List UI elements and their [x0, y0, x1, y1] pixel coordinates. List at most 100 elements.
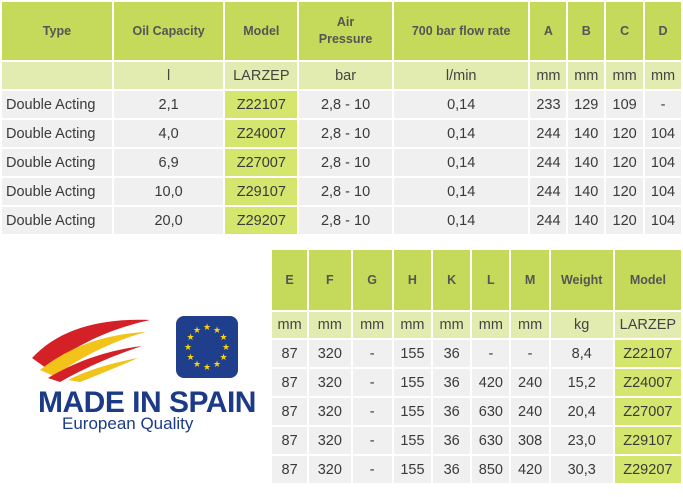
svg-text:★: ★ [186, 353, 194, 363]
model-cell: Z29207 [614, 456, 681, 483]
a-cell: 244 [530, 207, 567, 234]
col-header-oil-capacity: Oil Capacity [113, 2, 224, 60]
b-cell: 140 [568, 149, 605, 176]
b-cell: 140 [568, 207, 605, 234]
m-cell: 240 [511, 398, 549, 425]
col-header-model: Model [225, 2, 298, 60]
d-cell: - [645, 91, 681, 118]
h-cell: 155 [393, 340, 432, 367]
a-cell: 244 [530, 149, 567, 176]
col-header-type: Type [2, 2, 112, 60]
eu-stars-icon: ★ ★ ★ ★ ★ ★ ★ ★ ★ ★ ★ ★ [176, 316, 238, 378]
spain-flag-swoosh-icon [32, 319, 150, 382]
svg-text:★: ★ [213, 360, 221, 370]
type-cell: Double Acting [2, 120, 112, 147]
g-cell: - [352, 369, 392, 396]
unit-cell: LARZEP [614, 312, 681, 338]
a-cell: 244 [530, 120, 567, 147]
oil-capacity-cell: 6,9 [113, 149, 224, 176]
col-header-k: K [433, 250, 471, 310]
table-row: Double Acting 2,1 Z22107 2,8 - 10 0,14 2… [2, 91, 681, 118]
units-row: l LARZEP bar l/min mm mm mm mm [2, 62, 681, 89]
col-header-a: A [530, 2, 567, 60]
l-cell: 630 [472, 427, 510, 454]
d-cell: 104 [645, 207, 681, 234]
col-header-flow-rate: 700 bar flow rate [393, 2, 529, 60]
unit-cell: mm [645, 62, 681, 89]
svg-text:★: ★ [222, 343, 230, 353]
flow-rate-cell: 0,14 [393, 178, 529, 205]
unit-cell: mm [511, 312, 549, 338]
weight-cell: 23,0 [550, 427, 613, 454]
c-cell: 120 [606, 149, 644, 176]
g-cell: - [352, 340, 392, 367]
col-header-c: C [606, 2, 644, 60]
c-cell: 120 [606, 178, 644, 205]
unit-cell: mm [352, 312, 392, 338]
e-cell: 87 [272, 456, 308, 483]
m-cell: 420 [511, 456, 549, 483]
col-header-e: E [272, 250, 308, 310]
flow-rate-cell: 0,14 [393, 91, 529, 118]
flow-rate-cell: 0,14 [393, 207, 529, 234]
e-cell: 87 [272, 369, 308, 396]
h-cell: 155 [393, 456, 432, 483]
l-cell: 420 [472, 369, 510, 396]
svg-text:★: ★ [203, 323, 211, 333]
c-cell: 120 [606, 207, 644, 234]
oil-capacity-cell: 2,1 [113, 91, 224, 118]
svg-text:★: ★ [193, 326, 201, 336]
c-cell: 109 [606, 91, 644, 118]
european-quality-text: European Quality [62, 414, 194, 433]
l-cell: - [472, 340, 510, 367]
units-row: mm mm mm mm mm mm mm kg LARZEP [272, 312, 681, 338]
model-cell: Z24007 [225, 120, 298, 147]
col-header-weight: Weight [550, 250, 613, 310]
k-cell: 36 [433, 340, 471, 367]
flow-rate-cell: 0,14 [393, 120, 529, 147]
table-header-row: E F G H K L M Weight Model [272, 250, 681, 310]
table-row: 87 320 - 155 36 850 420 30,3 Z29207 [272, 456, 681, 483]
svg-text:★: ★ [219, 333, 227, 343]
e-cell: 87 [272, 398, 308, 425]
l-cell: 850 [472, 456, 510, 483]
spec-table-dimensions: E F G H K L M Weight Model mm mm mm mm m… [270, 248, 683, 485]
unit-cell [2, 62, 112, 89]
l-cell: 630 [472, 398, 510, 425]
f-cell: 320 [309, 456, 351, 483]
made-in-spain-text: MADE IN SPAIN [38, 386, 256, 419]
f-cell: 320 [309, 369, 351, 396]
model-cell: Z22107 [614, 340, 681, 367]
unit-cell: mm [272, 312, 308, 338]
type-cell: Double Acting [2, 91, 112, 118]
model-cell: Z29107 [225, 178, 298, 205]
col-header-l: L [472, 250, 510, 310]
weight-cell: 30,3 [550, 456, 613, 483]
oil-capacity-cell: 20,0 [113, 207, 224, 234]
weight-cell: 8,4 [550, 340, 613, 367]
air-pressure-cell: 2,8 - 10 [299, 207, 392, 234]
unit-cell: bar [299, 62, 392, 89]
table-row: 87 320 - 155 36 420 240 15,2 Z24007 [272, 369, 681, 396]
model-cell: Z22107 [225, 91, 298, 118]
model-cell: Z24007 [614, 369, 681, 396]
table-row: 87 320 - 155 36 630 240 20,4 Z27007 [272, 398, 681, 425]
m-cell: 308 [511, 427, 549, 454]
table-row: Double Acting 4,0 Z24007 2,8 - 10 0,14 2… [2, 120, 681, 147]
m-cell: 240 [511, 369, 549, 396]
air-pressure-cell: 2,8 - 10 [299, 120, 392, 147]
k-cell: 36 [433, 369, 471, 396]
table-row: Double Acting 10,0 Z29107 2,8 - 10 0,14 … [2, 178, 681, 205]
svg-text:★: ★ [184, 343, 192, 353]
d-cell: 104 [645, 178, 681, 205]
col-header-f: F [309, 250, 351, 310]
model-cell: Z29107 [614, 427, 681, 454]
table-row: Double Acting 6,9 Z27007 2,8 - 10 0,14 2… [2, 149, 681, 176]
unit-cell: mm [568, 62, 605, 89]
svg-text:★: ★ [213, 326, 221, 336]
unit-cell: mm [472, 312, 510, 338]
d-cell: 104 [645, 120, 681, 147]
e-cell: 87 [272, 427, 308, 454]
d-cell: 104 [645, 149, 681, 176]
svg-text:★: ★ [219, 353, 227, 363]
